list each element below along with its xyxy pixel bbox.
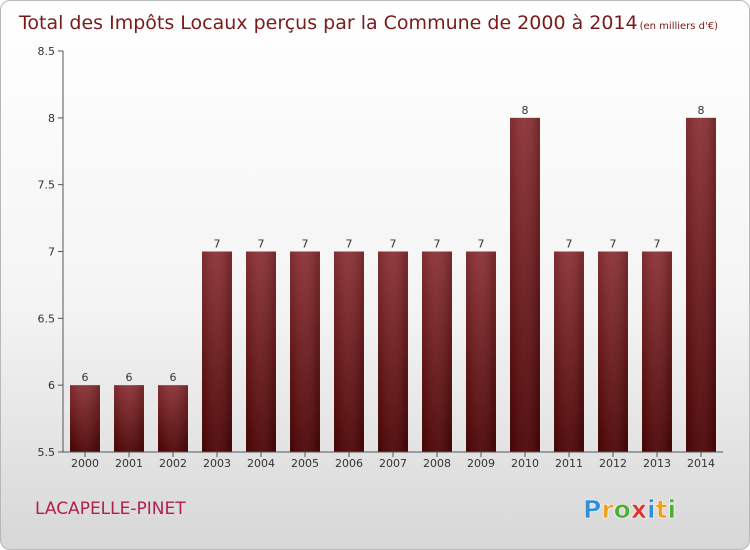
bar-value-label: 7 [302,238,309,251]
logo-letter: r [601,495,614,524]
x-tick-label: 2004 [247,457,275,470]
bar-shade [686,117,716,452]
bar-value-label: 7 [214,238,221,251]
x-tick-label: 2009 [467,457,495,470]
bar-shade [510,117,540,452]
y-tick-label: 8.5 [38,45,56,58]
y-tick-label: 7 [48,246,55,259]
x-tick-label: 2000 [71,457,99,470]
y-tick-label: 6.5 [38,312,56,325]
bar-value-label: 7 [654,238,661,251]
proxiti-logo: Proxiti [583,495,677,525]
bar-shade [422,251,452,452]
bar-shade [598,251,628,452]
x-tick-label: 2014 [687,457,715,470]
bar-value-label: 7 [434,238,441,251]
bar-value-label: 6 [82,371,89,384]
bar-shade [334,251,364,452]
x-tick-label: 2008 [423,457,451,470]
svg-text:Total des Impôts Locaux perçus: Total des Impôts Locaux perçus par la Co… [18,12,718,34]
x-tick-label: 2005 [291,457,319,470]
bar-value-label: 6 [126,371,133,384]
bar-value-label: 7 [346,238,353,251]
logo-letter: i [668,495,677,524]
chart-title: Total des Impôts Locaux perçus par la Co… [18,12,638,34]
y-axis: 5.5 6 6.5 7 7.5 8 8.5 [38,45,64,459]
logo-letter: i [647,495,656,524]
logo-letter: t [656,495,668,524]
bar-shade [114,385,144,452]
bar-shade [466,251,496,452]
logo-letter: P [583,495,601,524]
bar-shade [158,385,188,452]
bar-shade [70,385,100,452]
bar-value-label: 7 [258,238,265,251]
commune-name: LACAPELLE-PINET [35,499,186,519]
bar-value-label: 7 [390,238,397,251]
x-axis: 2000 2001 2002 2003 2004 2005 2006 2007 2008 2009… [63,451,723,470]
bar-shade [554,251,584,452]
x-tick-label: 2011 [555,457,583,470]
bar-shade [290,251,320,452]
y-tick-label: 7.5 [38,179,56,192]
x-tick-label: 2006 [335,457,363,470]
x-tick-label: 2012 [599,457,627,470]
bar-shade [642,251,672,452]
y-tick-label: 5.5 [38,446,56,459]
logo-text: Proxiti [583,495,676,524]
y-tick-label: 8 [48,112,55,125]
bar-value-label: 7 [610,238,617,251]
x-tick-label: 2013 [643,457,671,470]
x-tick-label: 2003 [203,457,231,470]
logo-letter: x [631,495,647,524]
logo-letter: o [614,495,631,524]
x-tick-label: 2001 [115,457,143,470]
y-tick-label: 6 [48,379,55,392]
bar-value-label: 6 [170,371,177,384]
value-labels: 6 6 6 7 7 7 7 7 7 7 8 7 7 7 8 [82,104,705,384]
x-tick-label: 2002 [159,457,187,470]
bar-shade [202,251,232,452]
x-tick-label: 2010 [511,457,539,470]
bar-value-label: 7 [566,238,573,251]
x-tick-label: 2007 [379,457,407,470]
bar-shade [378,251,408,452]
bars [70,117,716,452]
bar-value-label: 8 [522,104,529,117]
bar-value-label: 7 [478,238,485,251]
bar-value-label: 8 [698,104,705,117]
chart-title-unit: (en milliers d'€) [640,21,719,32]
bar-shade [246,251,276,452]
